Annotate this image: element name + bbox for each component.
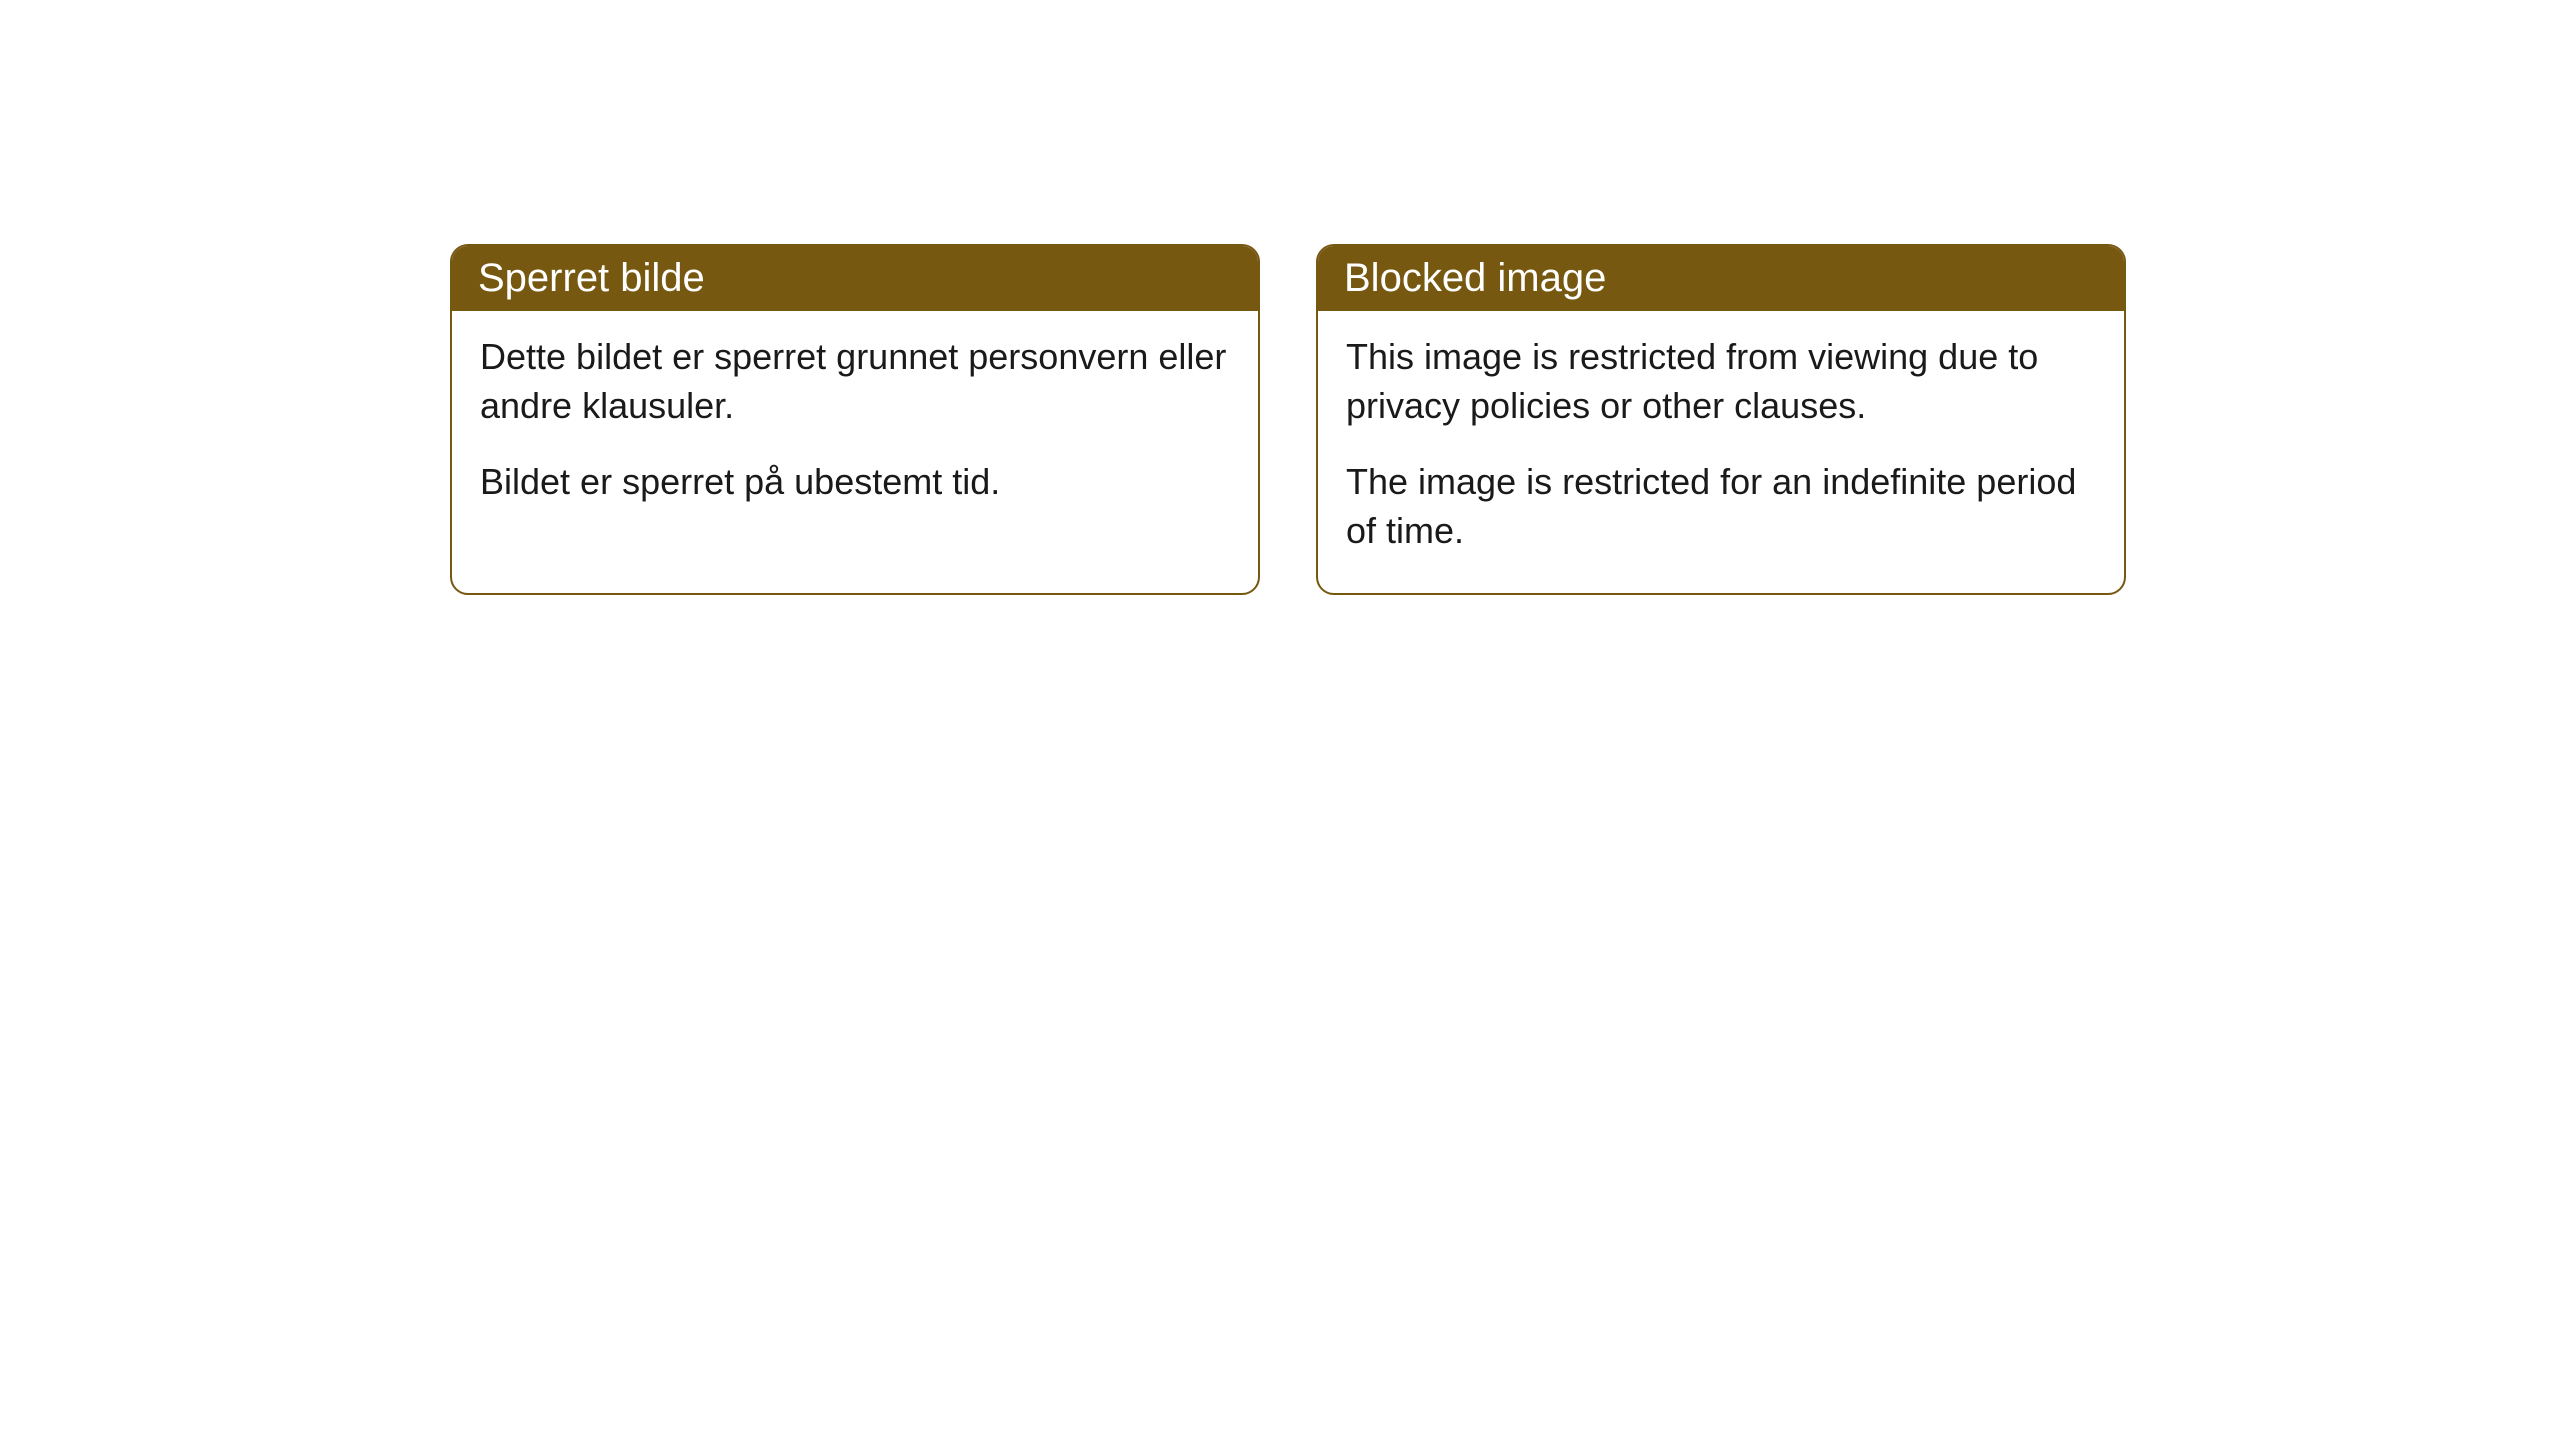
card-body-norwegian: Dette bildet er sperret grunnet personve… [452, 311, 1258, 545]
card-body-english: This image is restricted from viewing du… [1318, 311, 2124, 593]
card-header-english: Blocked image [1318, 246, 2124, 311]
card-para2-norwegian: Bildet er sperret på ubestemt tid. [480, 458, 1230, 507]
card-header-norwegian: Sperret bilde [452, 246, 1258, 311]
card-para1-english: This image is restricted from viewing du… [1346, 333, 2096, 430]
card-para1-norwegian: Dette bildet er sperret grunnet personve… [480, 333, 1230, 430]
card-para2-english: The image is restricted for an indefinit… [1346, 458, 2096, 555]
notice-container: Sperret bilde Dette bildet er sperret gr… [450, 244, 2126, 595]
card-title-norwegian: Sperret bilde [478, 256, 705, 300]
card-title-english: Blocked image [1344, 256, 1606, 300]
notice-card-english: Blocked image This image is restricted f… [1316, 244, 2126, 595]
notice-card-norwegian: Sperret bilde Dette bildet er sperret gr… [450, 244, 1260, 595]
